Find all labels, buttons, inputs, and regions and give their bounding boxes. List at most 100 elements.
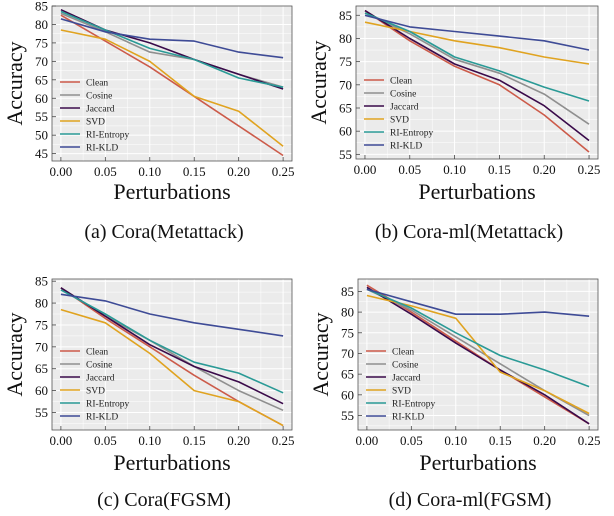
y-axis-label: Accuracy	[2, 312, 27, 396]
x-tick-label: 0.00	[354, 162, 377, 177]
legend-label: SVD	[86, 118, 105, 128]
legend-label: SVD	[390, 116, 409, 126]
x-tick-label: 0.10	[138, 164, 161, 179]
series-line-ri-entropy	[60, 10, 284, 88]
y-axis-label: Accuracy	[2, 41, 27, 125]
x-tick-label: 0.15	[489, 433, 512, 448]
legend-label: RI-KLD	[86, 413, 118, 423]
legend-label: RI-Entropy	[86, 131, 130, 141]
y-tick-label: 60	[35, 91, 48, 106]
x-tick-label: 0.05	[94, 164, 117, 179]
y-tick-label: 65	[341, 367, 354, 382]
series-line-ri-kld	[60, 293, 284, 337]
legend-label: SVD	[392, 387, 411, 397]
series-line-ri-entropy	[60, 289, 284, 394]
legend-label: SVD	[86, 387, 105, 397]
legend: Clean Cosine Jaccard SVD RI-Entropy RI-KLD	[60, 348, 130, 423]
y-tick-label: 45	[35, 146, 48, 161]
y-tick-label: 80	[339, 31, 352, 46]
x-tick-label: 0.00	[50, 164, 73, 179]
y-tick-label: 50	[35, 128, 48, 143]
legend-label: Cosine	[86, 361, 112, 371]
y-tick-label: 65	[35, 361, 48, 376]
grid	[356, 6, 598, 159]
x-tick-label: 0.10	[138, 433, 161, 448]
x-axis-label: Perturbations	[419, 450, 536, 475]
series-line-svd	[364, 21, 590, 65]
y-tick-label: 85	[35, 0, 48, 14]
plot-frame	[51, 5, 293, 162]
legend: Clean Cosine Jaccard SVD RI-Entropy RI-KLD	[364, 77, 434, 152]
x-tick-label: 0.10	[444, 433, 467, 448]
x-tick-label: 0.15	[183, 164, 206, 179]
y-axis-label: Accuracy	[308, 312, 333, 396]
x-tick-label: 0.00	[356, 433, 379, 448]
y-tick-label: 60	[341, 387, 354, 402]
series-line-clean	[364, 9, 590, 153]
y-tick-label: 60	[35, 383, 48, 398]
x-tick-label: 0.25	[272, 433, 295, 448]
series-line-ri-entropy	[366, 288, 590, 388]
series-line-jaccard	[366, 286, 590, 425]
x-tick-label: 0.05	[398, 162, 421, 177]
x-axis-label: Perturbations	[113, 179, 230, 204]
y-tick-label: 60	[339, 124, 352, 139]
legend-label: RI-KLD	[390, 142, 422, 152]
grid	[52, 5, 292, 161]
series-line-ri-kld	[364, 14, 590, 51]
legend-label: RI-Entropy	[390, 129, 434, 139]
legend-label: Jaccard	[392, 374, 421, 384]
y-tick-label: 70	[35, 339, 48, 354]
x-tick-label: 0.05	[94, 433, 117, 448]
chart-panel-2: 55 60 65 70 75 80 85 0.00 0.05 0.10 0.15 0.20 0.25 Pe…	[306, 5, 601, 243]
x-tick-label: 0.10	[443, 162, 466, 177]
y-tick-label: 80	[341, 305, 354, 320]
series-line-ri-entropy	[364, 12, 590, 102]
legend-label: RI-Entropy	[86, 400, 130, 410]
legend-label: Cosine	[392, 361, 418, 371]
y-tick-label: 65	[339, 101, 352, 116]
series-line-svd	[60, 308, 284, 427]
legend-label: Clean	[86, 79, 108, 89]
y-tick-label: 80	[35, 17, 48, 32]
legend-label: Jaccard	[86, 374, 115, 384]
chart-panel-1: 45 50 55 60 65 70 75 80 85 0.00 0.05 0.10 0.15 0.20 0.…	[2, 0, 294, 243]
x-axis-label: Perturbations	[113, 450, 230, 475]
y-tick-label: 75	[339, 54, 352, 69]
series-line-svd	[60, 29, 284, 147]
legend-label: Clean	[86, 348, 108, 358]
panel-caption: (c) Cora(FGSM)	[97, 489, 231, 511]
legend-label: Clean	[392, 348, 414, 358]
y-tick-label: 55	[35, 405, 48, 420]
x-tick-label: 0.25	[578, 162, 601, 177]
y-axis-label: Accuracy	[306, 40, 331, 124]
y-tick-label: 55	[35, 109, 48, 124]
panel-caption: (d) Cora-ml(FGSM)	[389, 489, 552, 511]
x-tick-label: 0.20	[533, 162, 556, 177]
chart-panel-3: 55 60 65 70 75 80 85 0.00 0.05 0.10 0.15 0.20 0.25 Pe…	[2, 274, 294, 511]
series-line-ri-kld	[366, 288, 590, 317]
series-line-jaccard	[60, 287, 284, 405]
legend: Clean Cosine Jaccard SVD RI-Entropy RI-KLD	[60, 79, 130, 154]
legend-label: Cosine	[86, 92, 112, 102]
y-tick-label: 75	[35, 317, 48, 332]
y-tick-label: 55	[339, 147, 352, 162]
y-tick-label: 55	[341, 408, 354, 423]
panel-caption: (a) Cora(Metattack)	[84, 221, 243, 243]
y-tick-label: 85	[35, 274, 48, 289]
y-tick-label: 85	[339, 8, 352, 23]
legend-label: Cosine	[390, 90, 416, 100]
y-tick-label: 65	[35, 72, 48, 87]
legend-label: Jaccard	[390, 103, 419, 113]
x-tick-label: 0.25	[272, 164, 295, 179]
y-tick-label: 75	[341, 325, 354, 340]
plot-frame	[357, 278, 599, 431]
x-tick-label: 0.15	[183, 433, 206, 448]
x-tick-label: 0.20	[533, 433, 556, 448]
x-axis-label: Perturbations	[418, 179, 535, 204]
x-tick-label: 0.15	[488, 162, 511, 177]
y-tick-label: 85	[341, 284, 354, 299]
x-tick-label: 0.00	[50, 433, 73, 448]
y-tick-label: 70	[339, 77, 352, 92]
